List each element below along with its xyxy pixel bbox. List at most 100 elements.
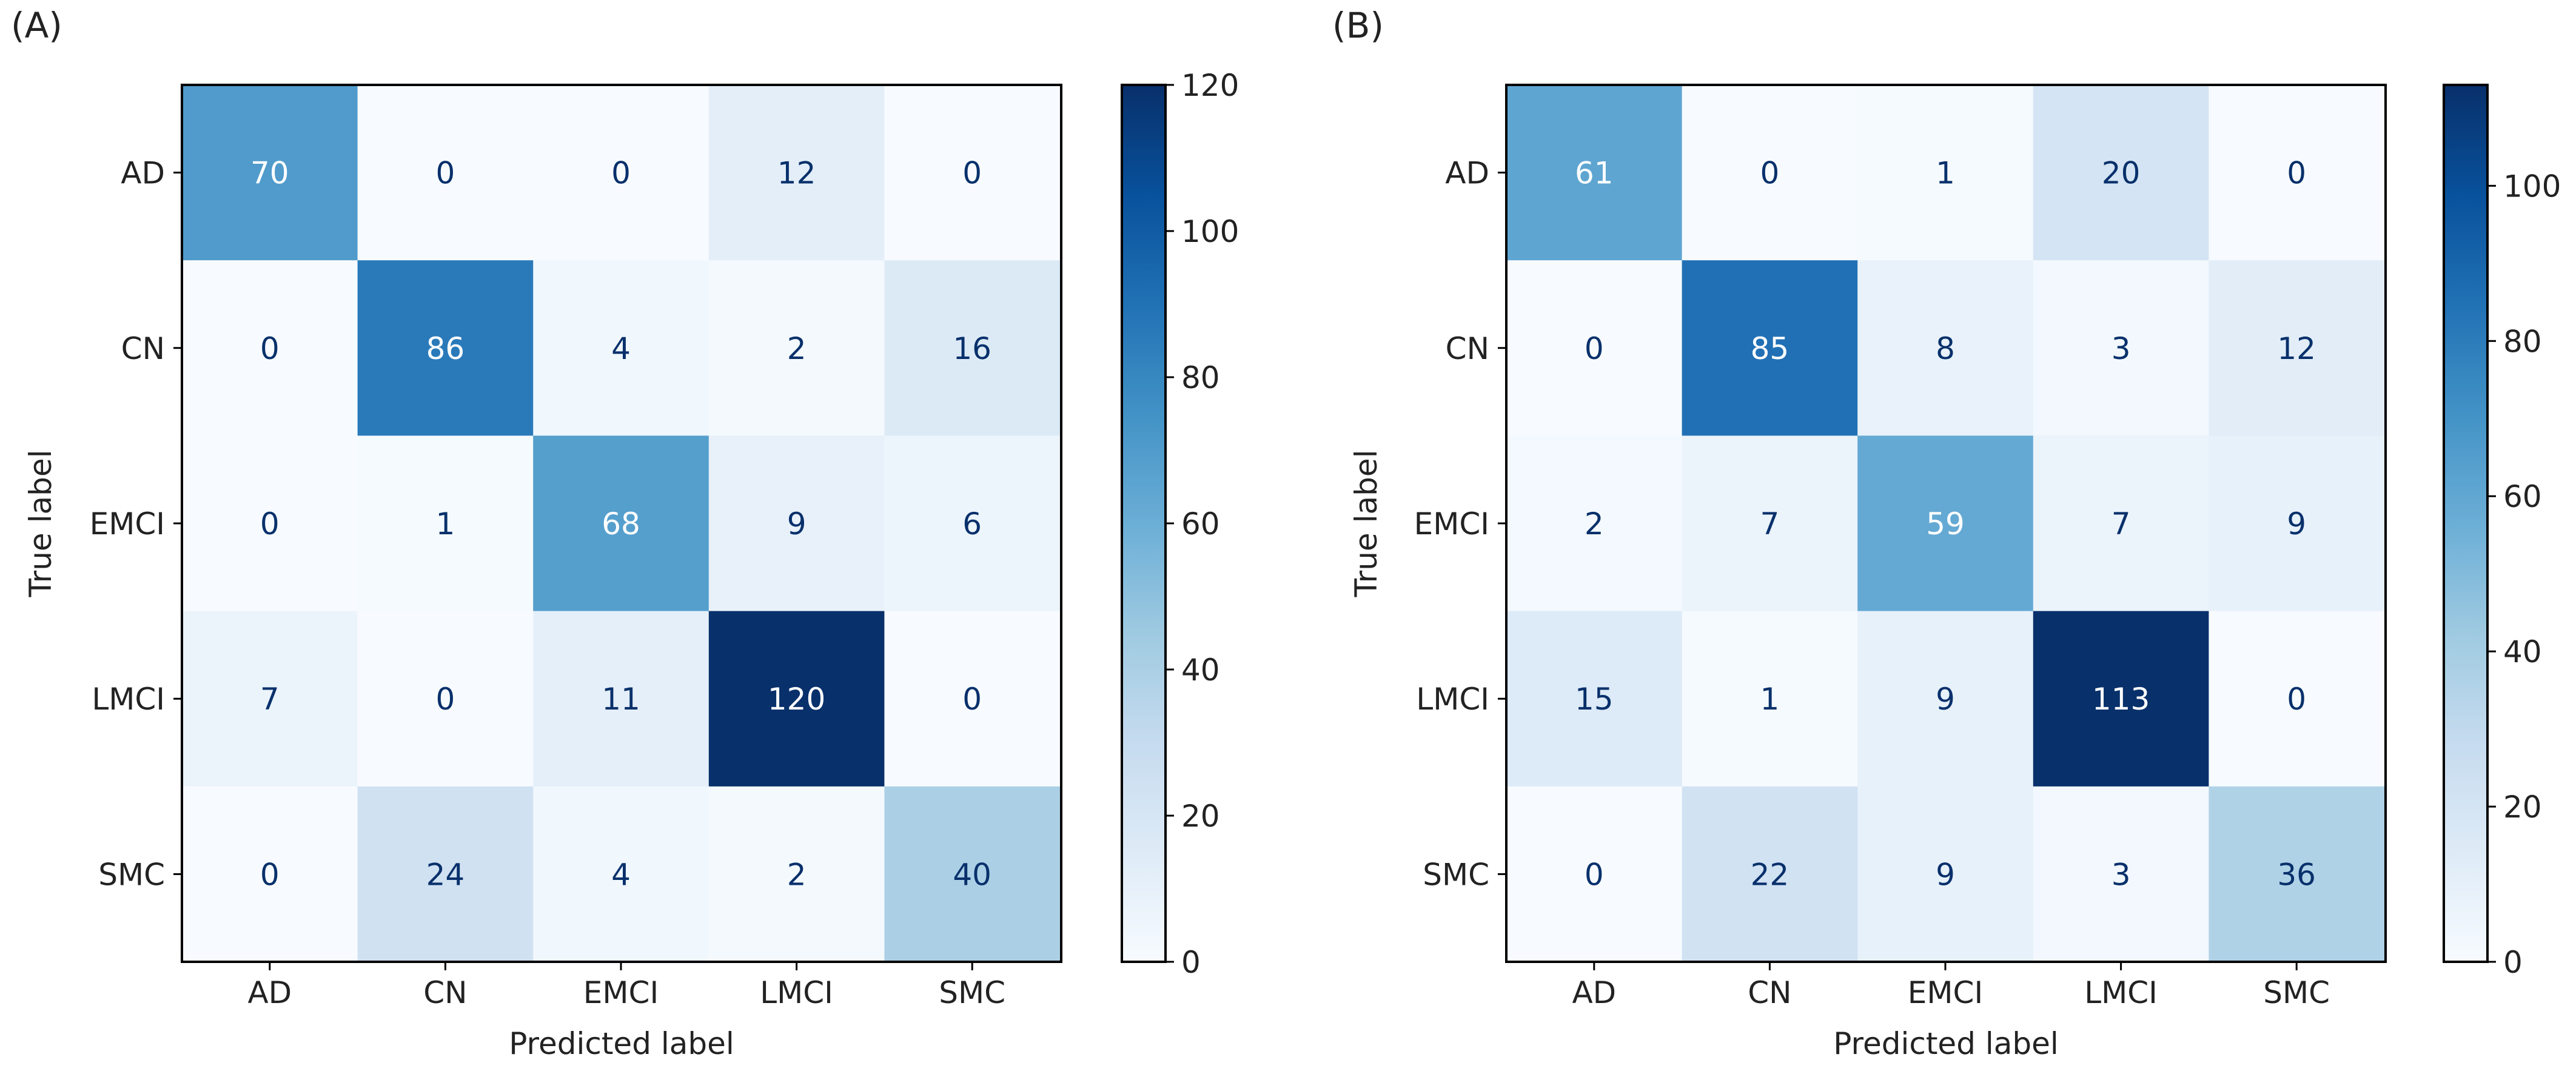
- panel-label: (A): [11, 5, 62, 46]
- heatmap-cell: [533, 435, 709, 612]
- cell-value: 70: [250, 156, 289, 191]
- x-tick-label: LMCI: [2084, 975, 2158, 1010]
- heatmap-cell: [708, 611, 885, 787]
- heatmap-cell: [708, 260, 885, 437]
- heatmap-cell: [2033, 85, 2210, 261]
- cell-value: 0: [1585, 331, 1604, 366]
- colorbar-tick-label: 100: [2503, 169, 2561, 204]
- colorbar: [2443, 84, 2489, 963]
- heatmap-cell: [1506, 435, 1683, 612]
- cell-value: 120: [768, 682, 825, 717]
- y-tick-label: AD: [1445, 156, 1489, 191]
- x-tick-label: CN: [1748, 975, 1791, 1010]
- y-tick-label: AD: [121, 156, 165, 191]
- cell-value: 1: [435, 506, 455, 542]
- cell-value: 11: [602, 682, 640, 717]
- heatmap-cell: [533, 611, 709, 787]
- cell-value: 2: [1585, 506, 1604, 542]
- heatmap-cell: [1857, 435, 2034, 612]
- cell-value: 1: [1936, 156, 1955, 191]
- heatmap-cell: [708, 786, 885, 962]
- cell-value: 12: [2277, 331, 2316, 366]
- cell-value: 4: [611, 857, 631, 892]
- heatmap-cell: [708, 435, 885, 612]
- heatmap-cell: [1506, 786, 1683, 962]
- cell-value: 68: [602, 506, 640, 542]
- heatmap-cell: [2209, 85, 2385, 261]
- cell-value: 4: [611, 331, 631, 366]
- cell-value: 9: [1936, 857, 1955, 892]
- cell-value: 22: [1751, 857, 1789, 892]
- heatmap-cell: [357, 260, 534, 437]
- cell-annotations: 70 0 0 12 00 86 4 2 160 1 68 9 67 0 11 120 00 24 4 2 40: [250, 156, 991, 893]
- y-tick-label: EMCI: [90, 506, 165, 542]
- heatmap-cell: [1857, 85, 2034, 261]
- cell-value: 61: [1575, 156, 1614, 191]
- heatmap-cell: [1682, 85, 1858, 261]
- heatmap-cell: [2033, 260, 2210, 437]
- x-tick-label: AD: [247, 975, 292, 1010]
- heatmap-cells: [182, 85, 1061, 962]
- colorbar-tick-label: 20: [2503, 790, 2542, 825]
- x-tick-labels: AD CN EMCI LMCI SMC: [247, 962, 1005, 1010]
- x-axis-label: Predicted label: [1833, 1026, 2059, 1061]
- x-tick-label: AD: [1572, 975, 1616, 1010]
- cell-value: 0: [962, 682, 982, 717]
- x-tick-label: SMC: [2263, 975, 2330, 1010]
- x-tick-label: EMCI: [583, 975, 659, 1010]
- confusion-matrix-panel-a: (A) 70 0 0 12 00 86 4 2 160 1 68 9 67 0 11 120 00 24 4 2 40 …: [11, 5, 1239, 1061]
- y-tick-label: CN: [121, 331, 165, 366]
- cell-value: 2: [787, 857, 807, 892]
- cell-value: 0: [962, 156, 982, 191]
- cell-value: 15: [1575, 682, 1614, 717]
- colorbar-ticks: 0 20 40 60 80 100 120: [1166, 68, 1239, 980]
- cell-value: 86: [426, 331, 465, 366]
- heatmap-cell: [2209, 435, 2385, 612]
- colorbar-tick-label: 120: [1181, 68, 1239, 103]
- heatmap-cell: [1857, 260, 2034, 437]
- heatmap-cell: [2033, 435, 2210, 612]
- cell-value: 9: [1936, 682, 1955, 717]
- cell-value: 9: [787, 506, 807, 542]
- colorbar-tick-label: 20: [1181, 799, 1220, 834]
- x-tick-label: CN: [423, 975, 467, 1010]
- heatmap-cell: [1857, 786, 2034, 962]
- heatmap-cell: [1682, 786, 1858, 962]
- cell-value: 7: [260, 682, 280, 717]
- cell-value: 12: [777, 156, 816, 191]
- heatmap-cell: [1682, 260, 1858, 437]
- cell-value: 0: [2287, 156, 2306, 191]
- confusion-matrix-panel-b: (B) 61 0 1 20 00 85 8 3 122 7 59 7 915 1 9 113 00 22 9 3 36 …: [1332, 5, 2561, 1061]
- heatmap-cell: [1506, 85, 1683, 261]
- cell-value: 0: [1585, 857, 1604, 892]
- heatmap-cell: [1857, 611, 2034, 787]
- y-tick-labels: AD CN EMCI LMCI SMC: [1414, 156, 1506, 892]
- panel-label: (B): [1332, 5, 1384, 46]
- cell-value: 59: [1926, 506, 1965, 542]
- x-tick-labels: AD CN EMCI LMCI SMC: [1572, 962, 2330, 1010]
- heatmap-cell: [1506, 260, 1683, 437]
- y-tick-label: CN: [1446, 331, 1489, 366]
- heatmap-cell: [533, 260, 709, 437]
- cell-value: 9: [2287, 506, 2306, 542]
- heatmap-cell: [2209, 611, 2385, 787]
- heatmap-cell: [1682, 611, 1858, 787]
- cell-value: 0: [260, 857, 280, 892]
- cell-value: 3: [2111, 331, 2131, 366]
- cell-value: 0: [435, 682, 455, 717]
- y-tick-label: LMCI: [92, 682, 165, 717]
- y-tick-label: EMCI: [1414, 506, 1489, 542]
- heatmap-cell: [533, 786, 709, 962]
- heatmap-cell: [357, 786, 534, 962]
- heatmap-cell: [182, 435, 358, 612]
- cell-value: 0: [1760, 156, 1779, 191]
- heatmap-cell: [2033, 611, 2210, 787]
- cell-value: 40: [953, 857, 991, 892]
- cell-value: 3: [2111, 857, 2131, 892]
- cell-value: 113: [2092, 682, 2150, 717]
- heatmap-cell: [884, 85, 1061, 261]
- y-axis-label: True label: [1349, 449, 1384, 597]
- heatmap-cell: [182, 85, 358, 261]
- colorbar-tick-label: 80: [2503, 324, 2542, 359]
- colorbar-tick-label: 60: [1181, 506, 1220, 542]
